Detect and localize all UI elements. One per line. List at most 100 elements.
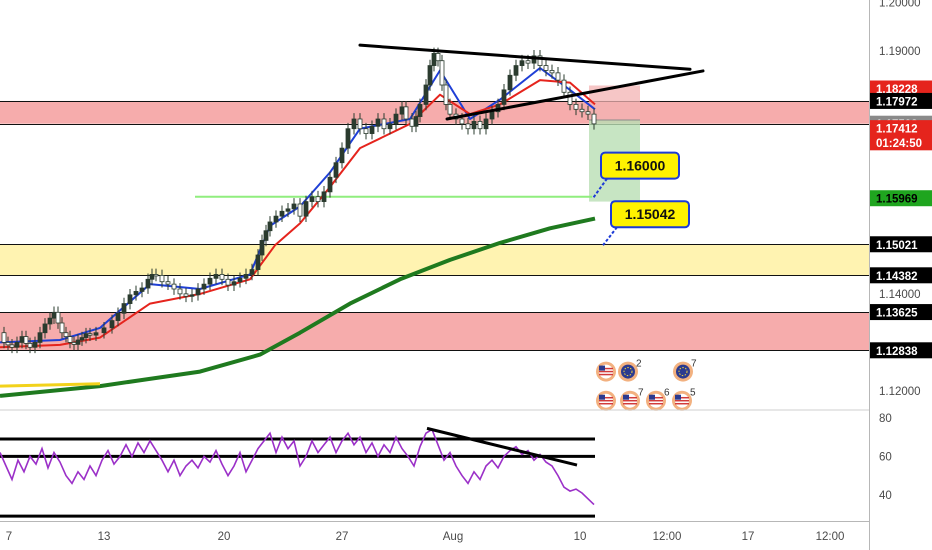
candle-body: [369, 125, 375, 134]
event-count: 2: [636, 359, 642, 370]
candle-body: [381, 118, 387, 130]
candle-body: [531, 55, 537, 64]
eu-event-icon[interactable]: 7: [673, 359, 697, 382]
candle-body: [443, 84, 449, 105]
candle-body: [339, 147, 345, 164]
candle-body: [87, 333, 93, 336]
price-badge-bg: [870, 267, 932, 284]
us-canton: [599, 394, 605, 400]
event-count: 7: [691, 359, 697, 370]
candle-body: [263, 230, 269, 241]
eu-event-icon[interactable]: 2: [618, 359, 642, 382]
price-axis-ticks[interactable]: 1.20000 1.19000 1.14000 1.12000: [879, 0, 921, 398]
candle-body: [465, 123, 471, 130]
us-canton: [675, 394, 681, 400]
time-axis-ticks[interactable]: 7 13 20 27 Aug 10 12:00 17 12:00: [6, 531, 845, 543]
zone-layer: [0, 100, 870, 351]
candle-body: [303, 201, 309, 217]
candle-body: [145, 278, 151, 289]
candle-body: [447, 104, 453, 115]
candle-body: [27, 342, 33, 348]
candle-body: [5, 342, 11, 346]
eu-stars: [678, 367, 688, 377]
candle-body: [519, 60, 525, 66]
candle-body: [525, 60, 531, 64]
price-badge-bg: [870, 92, 932, 109]
candle-body: [537, 55, 543, 66]
price-tick-label: 1.19000: [879, 46, 921, 58]
candle-body: [177, 288, 183, 295]
callout-arrow: [602, 226, 618, 246]
candle-body: [477, 121, 483, 130]
short-yellow-line: [0, 382, 101, 388]
trendlines-layer[interactable]: [358, 43, 705, 121]
eu-stars: [623, 367, 633, 377]
economic-events-layer[interactable]: 2 7 7 6 5: [596, 359, 697, 411]
candle-body: [387, 123, 393, 130]
us-event-icon[interactable]: 7: [620, 388, 644, 411]
rsi-tick-label: 80: [879, 413, 892, 425]
price-badge-label: 1.17972: [876, 96, 918, 108]
time-tick-label: Aug: [443, 531, 463, 543]
candle-body: [489, 111, 495, 120]
candle-body: [237, 277, 243, 283]
candle-body: [93, 332, 99, 336]
price-badge-9: 1.12838: [870, 342, 932, 359]
candle-body: [149, 274, 155, 280]
price-badge-4: 01:24:50: [870, 134, 932, 151]
candle-body: [561, 79, 567, 93]
candle-body: [59, 322, 65, 334]
trendline-0[interactable]: [358, 43, 692, 71]
callout-label: 1.15042: [625, 206, 676, 222]
candle-body: [9, 344, 15, 348]
candle-body: [159, 274, 165, 283]
candle-body: [439, 60, 445, 86]
candle-body: [219, 274, 225, 280]
candle-body: [67, 336, 73, 343]
rsi-tick-label: 60: [879, 451, 892, 463]
candle-body: [83, 333, 89, 338]
price-badge-bg: [870, 134, 932, 151]
candle-body: [47, 317, 53, 325]
us-canton: [649, 394, 655, 400]
price-badge-bg: [870, 304, 932, 321]
price-tick-label: 1.14000: [879, 289, 921, 301]
us-event-icon[interactable]: [596, 390, 616, 411]
candle-body: [591, 113, 597, 125]
rsi-tick-label: 40: [879, 490, 892, 502]
candle-body: [483, 118, 489, 130]
candle-body: [231, 281, 237, 286]
candle-body: [285, 208, 291, 212]
position-tool[interactable]: [589, 85, 640, 202]
price-badge-1: 1.17972: [870, 92, 932, 109]
candle-body: [543, 65, 549, 71]
price-callout-1[interactable]: 1.15042: [602, 200, 690, 246]
candle-body: [71, 342, 77, 345]
event-count: 7: [638, 388, 644, 399]
candle-body: [127, 294, 133, 304]
eu-flag-fill: [676, 364, 690, 379]
candle-body: [207, 277, 213, 285]
callouts-layer[interactable]: 1.16000 1.15042: [592, 151, 690, 246]
price-badge-label: 1.15021: [876, 240, 918, 252]
us-event-icon[interactable]: 5: [672, 388, 696, 411]
candle-body: [555, 72, 561, 81]
us-canton: [599, 365, 605, 371]
callout-box: [610, 200, 690, 229]
candle-body: [189, 294, 195, 297]
callout-label: 1.16000: [615, 158, 666, 174]
candle-body: [427, 65, 433, 86]
candle-body: [14, 342, 20, 348]
price-badge-label: 1.14382: [876, 271, 918, 283]
candle-body: [327, 176, 333, 193]
us-event-icon[interactable]: 6: [646, 388, 670, 411]
callout-box: [600, 151, 680, 180]
rsi-axis-ticks: 80 60 40: [879, 413, 892, 502]
price-callout-0[interactable]: 1.16000: [592, 151, 680, 199]
us-event-icon[interactable]: [596, 361, 616, 382]
trendline-1[interactable]: [445, 69, 705, 121]
time-tick-label: 27: [336, 531, 349, 543]
price-badge-label: 1.15969: [876, 194, 918, 206]
candle-body: [413, 116, 419, 127]
